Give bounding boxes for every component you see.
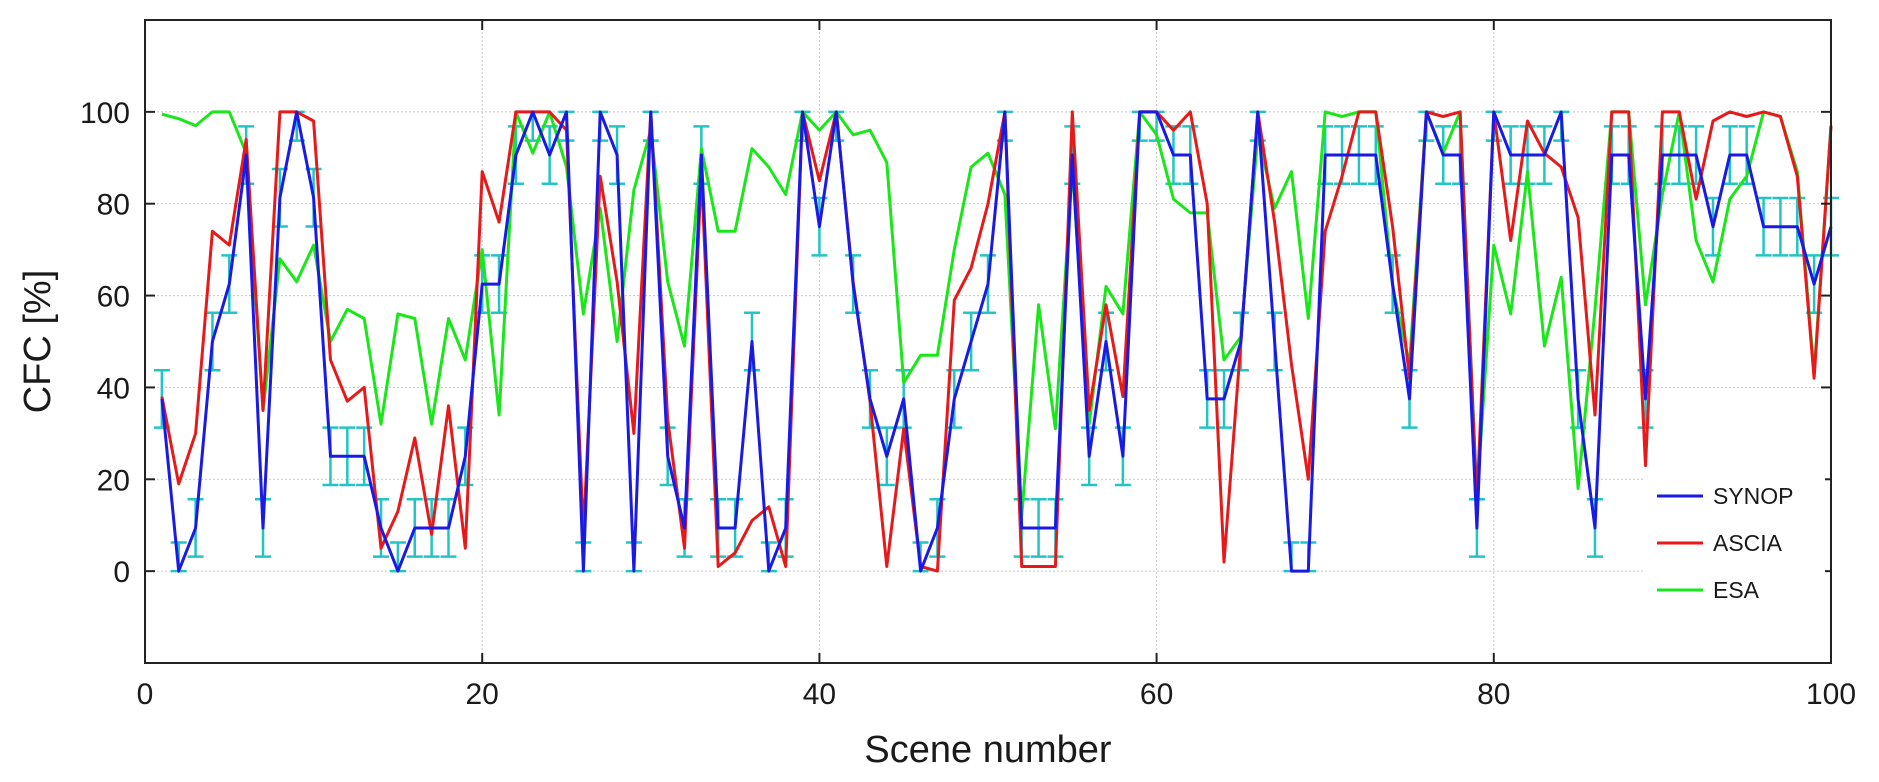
x-tick-label: 80 (1477, 678, 1510, 711)
y-tick-label: 0 (113, 556, 130, 589)
legend-label: ASCIA (1713, 530, 1783, 556)
legend-item-ascia: ASCIA (1657, 530, 1783, 556)
x-tick-label: 0 (137, 678, 154, 711)
axis-ticks: 0 20 40 60 80 100 0 20 40 60 80 100 (80, 20, 1856, 711)
legend-item-esa: ESA (1657, 577, 1760, 603)
plot-frame (144, 19, 1832, 664)
series-line-synop (160, 110, 1833, 573)
grid-lines (145, 20, 1831, 663)
y-tick-label: 20 (97, 464, 130, 497)
data-series (160, 110, 1833, 573)
y-tick-label: 60 (97, 281, 130, 314)
y-tick-label: 100 (80, 97, 130, 130)
error-bars (153, 110, 1839, 573)
x-tick-label: 100 (1806, 678, 1856, 711)
x-tick-label: 40 (803, 678, 836, 711)
legend-item-synop: SYNOP (1657, 483, 1794, 509)
y-axis-title: CFC [%] (17, 270, 59, 414)
x-tick-label: 20 (466, 678, 499, 711)
series-line-ascia (160, 110, 1833, 573)
legend-label: SYNOP (1713, 483, 1794, 509)
y-tick-label: 40 (97, 372, 130, 405)
x-axis-title: Scene number (864, 729, 1111, 771)
legend: SYNOP ASCIA ESA (1645, 470, 1825, 621)
x-tick-label: 60 (1140, 678, 1173, 711)
legend-label: ESA (1713, 577, 1760, 603)
series-line-esa (161, 110, 1833, 518)
y-tick-label: 80 (97, 189, 130, 222)
